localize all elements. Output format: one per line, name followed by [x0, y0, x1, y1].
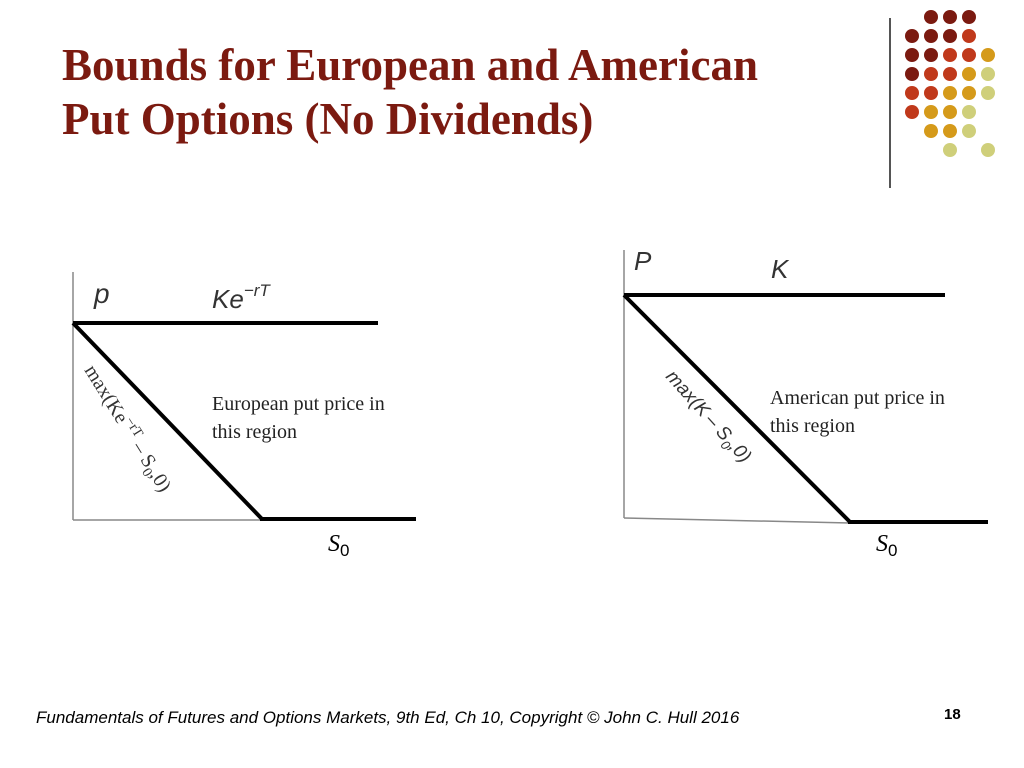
decorative-dot-grid — [905, 10, 1015, 170]
decorative-dot — [924, 29, 938, 43]
decorative-dot — [924, 10, 938, 24]
decorative-dot — [905, 86, 919, 100]
decorative-dot — [981, 67, 995, 81]
american-lower-bound-label: max(K– S0,0) — [659, 366, 755, 469]
decorative-dot — [962, 48, 976, 62]
decorative-dot — [943, 124, 957, 138]
slide-footer-citation: Fundamentals of Futures and Options Mark… — [36, 708, 740, 727]
european-upper-bound-label: Ke−rT — [212, 281, 271, 314]
decorative-dot — [962, 29, 976, 43]
decorative-dot — [924, 48, 938, 62]
decorative-dot — [962, 67, 976, 81]
decorative-dot — [905, 29, 919, 43]
european-lower-bound-line — [71, 321, 264, 521]
decorative-dot — [905, 67, 919, 81]
decorative-dot — [981, 143, 995, 157]
title-divider — [889, 18, 891, 188]
decorative-dot — [943, 48, 957, 62]
american-upper-bound-label: K — [771, 254, 790, 284]
decorative-dot — [924, 86, 938, 100]
decorative-dot — [943, 29, 957, 43]
decorative-dot — [981, 48, 995, 62]
slide-title-line-2: Put Options (No Dividends) — [62, 94, 594, 144]
decorative-dot — [924, 67, 938, 81]
decorative-dot — [962, 124, 976, 138]
decorative-dot — [962, 10, 976, 24]
slide-page-number: 18 — [944, 706, 961, 723]
decorative-dot — [962, 105, 976, 119]
decorative-dot — [943, 10, 957, 24]
slide-title-line-1: Bounds for European and American — [62, 40, 758, 90]
slide-title: Bounds for European and American Put Opt… — [62, 38, 872, 146]
decorative-dot — [943, 143, 957, 157]
american-lower-bound-line — [622, 293, 852, 524]
decorative-dot — [962, 86, 976, 100]
american-region-label-line-1: American put price in — [770, 387, 945, 409]
decorative-dot — [981, 86, 995, 100]
decorative-dot — [943, 86, 957, 100]
european-x-axis-label: S0 — [328, 531, 349, 560]
decorative-dot — [924, 105, 938, 119]
american-region-label-line-2: this region — [770, 415, 855, 437]
european-y-axis-label: p — [93, 278, 110, 309]
decorative-dot — [905, 105, 919, 119]
american-y-axis-label: P — [634, 246, 652, 276]
european-region-label-line-2: this region — [212, 421, 297, 443]
decorative-dot — [943, 67, 957, 81]
american-x-axis-label: S0 — [876, 531, 897, 560]
decorative-dot — [943, 105, 957, 119]
decorative-dot — [905, 48, 919, 62]
european-region-label-line-1: European put price in — [212, 393, 385, 415]
decorative-dot — [924, 124, 938, 138]
american-x-axis — [623, 517, 851, 524]
